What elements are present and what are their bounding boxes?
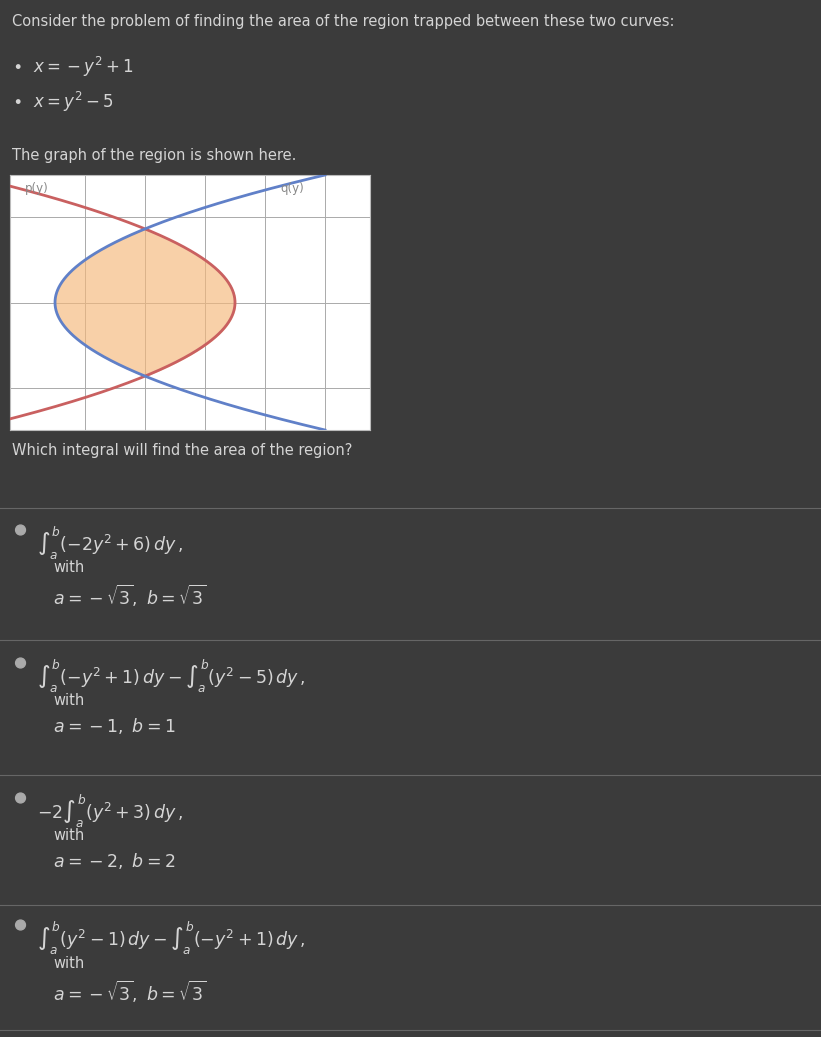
Text: $\bullet\ \ x = -y^2 + 1$: $\bullet\ \ x = -y^2 + 1$ [12, 55, 135, 79]
Text: with: with [53, 956, 85, 971]
Text: $-2\int_a^b (y^2 + 3)\, dy\,,$: $-2\int_a^b (y^2 + 3)\, dy\,,$ [37, 793, 183, 831]
Text: $a = -1,\ b = 1$: $a = -1,\ b = 1$ [53, 716, 176, 736]
Text: $\int_a^b (-2y^2 + 6)\, dy\,,$: $\int_a^b (-2y^2 + 6)\, dy\,,$ [37, 525, 183, 562]
Text: $a = -2,\ b = 2$: $a = -2,\ b = 2$ [53, 851, 176, 871]
Text: The graph of the region is shown here.: The graph of the region is shown here. [12, 148, 296, 163]
Text: with: with [53, 693, 85, 708]
Text: p(y): p(y) [25, 183, 48, 195]
Text: $a = -\sqrt{3},\ b = \sqrt{3}$: $a = -\sqrt{3},\ b = \sqrt{3}$ [53, 979, 207, 1005]
Text: with: with [53, 560, 85, 574]
Text: $\int_a^b (y^2 - 1)\, dy - \int_a^b (-y^2 + 1)\, dy\,,$: $\int_a^b (y^2 - 1)\, dy - \int_a^b (-y^… [37, 920, 305, 957]
Text: Consider the problem of finding the area of the region trapped between these two: Consider the problem of finding the area… [12, 15, 675, 29]
Text: Which integral will find the area of the region?: Which integral will find the area of the… [12, 443, 353, 458]
Text: $\int_a^b (-y^2 + 1)\, dy - \int_a^b (y^2 - 5)\, dy\,,$: $\int_a^b (-y^2 + 1)\, dy - \int_a^b (y^… [37, 658, 305, 695]
Text: q(y): q(y) [280, 183, 304, 195]
Text: with: with [53, 828, 85, 843]
Text: $a = -\sqrt{3},\ b = \sqrt{3}$: $a = -\sqrt{3},\ b = \sqrt{3}$ [53, 583, 207, 609]
Text: $\bullet\ \ x = y^2 - 5$: $\bullet\ \ x = y^2 - 5$ [12, 90, 114, 114]
